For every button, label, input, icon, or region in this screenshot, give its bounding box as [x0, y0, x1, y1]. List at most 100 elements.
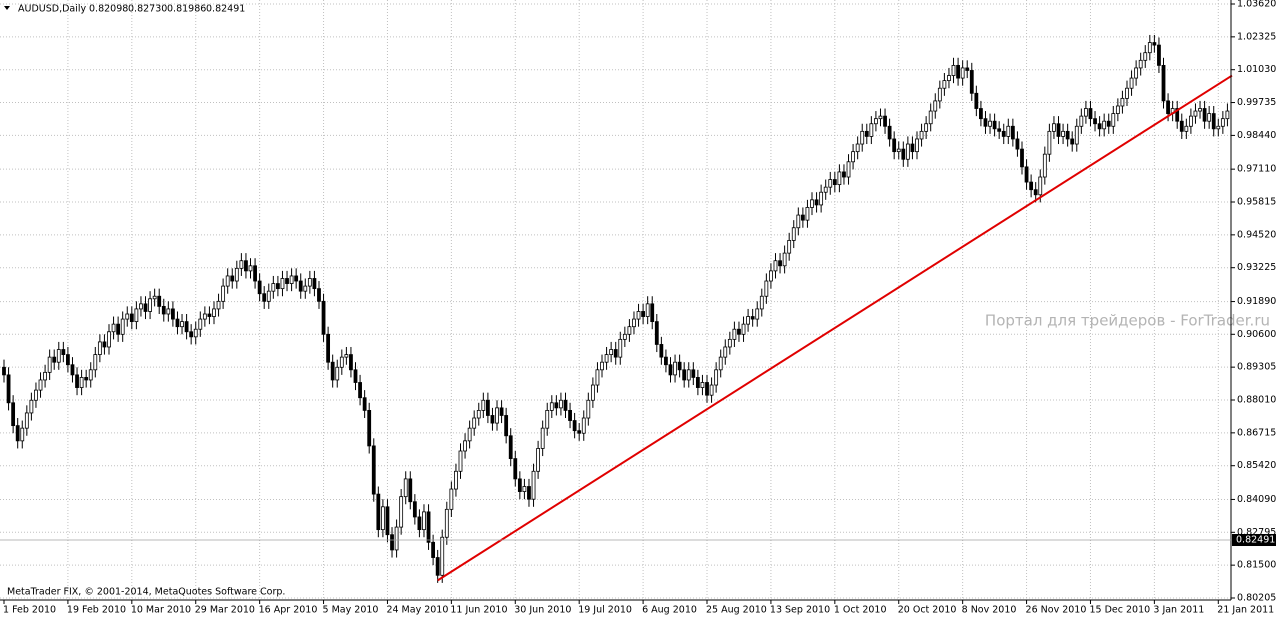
candle-body	[855, 143, 860, 153]
candle-body	[1102, 120, 1107, 130]
candle-body	[590, 384, 595, 401]
menu-icon[interactable]	[4, 6, 10, 10]
candle-body	[769, 270, 773, 282]
candle-body	[198, 318, 203, 330]
candle-body	[956, 64, 960, 79]
y-tick-label: 0.98440	[1237, 130, 1276, 141]
candle-body	[618, 338, 623, 358]
candle-body	[915, 138, 919, 153]
candle-body	[426, 511, 431, 543]
candle-body	[787, 240, 792, 254]
candle-body	[97, 341, 102, 355]
quote-low: 0.81986	[167, 4, 206, 15]
candle-body	[1079, 115, 1084, 127]
candle-body	[408, 478, 413, 503]
candle-body	[737, 328, 741, 335]
candle-body	[522, 486, 527, 492]
candle-body	[239, 260, 244, 269]
candle-body	[294, 275, 299, 282]
candle-body	[883, 115, 887, 127]
candle-body	[152, 295, 157, 300]
candle-body	[823, 186, 828, 193]
candle-body	[641, 311, 645, 317]
candle-body	[791, 227, 796, 241]
candle-body	[358, 382, 362, 399]
candle-body	[997, 128, 1002, 132]
candle-body	[88, 369, 93, 381]
candle-body	[632, 318, 636, 328]
candle-body	[93, 354, 98, 371]
candle-body	[321, 300, 326, 335]
candle-body	[180, 321, 184, 328]
candle-body	[102, 341, 107, 348]
candle-body	[700, 382, 705, 388]
candle-body	[454, 470, 458, 490]
candle-body	[1179, 120, 1184, 132]
candle-body	[134, 308, 139, 323]
candle-body	[148, 298, 152, 312]
candle-body	[463, 440, 467, 452]
candle-body	[79, 377, 84, 388]
candle-body	[727, 338, 732, 348]
candle-body	[832, 179, 837, 186]
candle-body	[974, 92, 979, 109]
x-tick-label: 1 Oct 2010	[834, 605, 887, 616]
candle-body	[458, 450, 463, 472]
candle-body	[257, 280, 262, 295]
candle-body	[161, 305, 166, 315]
candle-body	[572, 420, 577, 432]
candle-body	[1157, 44, 1161, 66]
candle-body	[335, 366, 340, 381]
y-tick-label: 1.02325	[1237, 31, 1276, 42]
candle-body	[851, 151, 855, 163]
y-tick-label: 0.95815	[1237, 197, 1276, 208]
candle-body	[472, 417, 477, 429]
candle-body	[508, 435, 513, 460]
candle-body	[435, 557, 440, 576]
candle-body	[924, 123, 929, 132]
candle-body	[234, 267, 239, 282]
candle-body	[385, 506, 390, 536]
candle-body	[860, 130, 865, 145]
candle-body	[755, 308, 760, 320]
candle-body	[125, 313, 130, 320]
candle-body	[718, 356, 723, 371]
x-tick-label: 8 Nov 2010	[962, 605, 1017, 616]
candle-body	[664, 356, 668, 366]
candle-body	[312, 278, 317, 290]
candle-body	[650, 303, 655, 323]
candle-body	[24, 412, 29, 429]
candle-body	[864, 130, 869, 137]
candle-body	[1052, 123, 1056, 132]
candle-body	[901, 148, 906, 160]
candle-body	[1143, 52, 1148, 61]
candle-body	[61, 349, 66, 355]
candle-body	[417, 516, 422, 531]
candle-body	[709, 384, 714, 396]
candle-body	[933, 100, 938, 112]
plot	[2, 34, 1233, 583]
candle-body	[1024, 166, 1029, 183]
candle-body	[937, 87, 942, 102]
candle-body	[586, 399, 591, 419]
candle-body	[874, 118, 878, 125]
candle-body	[444, 508, 449, 538]
candle-body	[686, 369, 691, 381]
x-tick-label: 3 Jan 2011	[1153, 605, 1204, 616]
candle-body	[116, 323, 121, 335]
candle-body	[654, 321, 659, 345]
candle-body	[1033, 189, 1038, 196]
candle-body	[545, 410, 550, 429]
candle-body	[353, 369, 358, 383]
quote-close: 0.82491	[206, 4, 245, 15]
candle-body	[947, 75, 951, 82]
x-tick-label: 6 Aug 2010	[642, 605, 697, 616]
candle-body	[481, 399, 486, 411]
candle-body	[919, 130, 924, 140]
candle-body	[394, 526, 399, 551]
candle-body	[307, 278, 312, 287]
candle-body	[1056, 123, 1061, 137]
candle-body	[714, 369, 719, 386]
